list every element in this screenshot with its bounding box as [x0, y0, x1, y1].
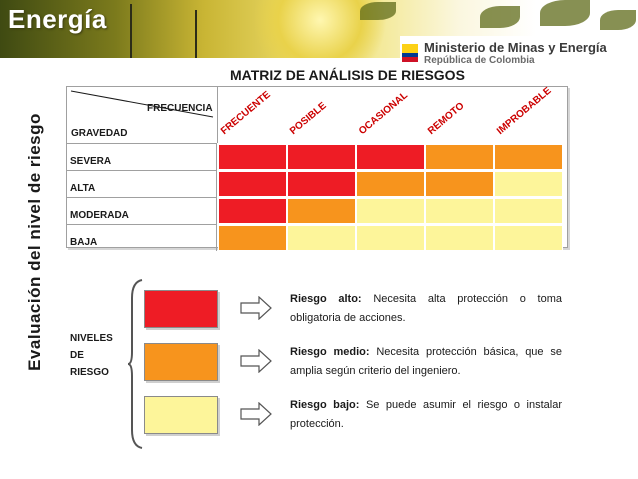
matrix-cell-medio — [287, 198, 356, 224]
row-header: MODERADA — [67, 197, 217, 224]
right-arrow-icon — [240, 296, 272, 320]
right-arrow-icon — [240, 349, 272, 373]
column-header: REMOTO — [425, 87, 494, 143]
row-header-label: BAJA — [70, 237, 98, 248]
side-title: Evaluación del nivel de riesgo — [25, 113, 44, 371]
legend-text: Necesita alta protección o toma obligato… — [290, 293, 563, 324]
column-header-label: FRECUENTE — [218, 89, 273, 137]
matrix-corner-header: FRECUENCIA GRAVEDAD — [67, 87, 218, 143]
column-header: OCASIONAL — [356, 87, 425, 143]
leaf-graphic — [480, 6, 520, 28]
gravity-label: GRAVEDAD — [71, 128, 128, 139]
risk-levels-label-line: RIESGO — [70, 367, 109, 378]
legend-title: Riesgo alto: — [290, 293, 362, 305]
power-pylon-graphic — [130, 4, 132, 58]
matrix-cell-alto — [287, 171, 356, 197]
matrix-cell-alto — [218, 198, 287, 224]
legend-swatch-medio — [144, 343, 218, 381]
header-banner — [0, 0, 638, 58]
power-pylon-graphic — [195, 10, 197, 58]
matrix-cell-alto — [356, 144, 425, 170]
legend-description: Riesgo medio: Necesita protección básica… — [290, 343, 562, 381]
ministry-name: Ministerio de Minas y Energía — [424, 40, 607, 55]
row-header-label: ALTA — [70, 183, 96, 194]
row-header-label: MODERADA — [70, 210, 129, 221]
leaf-graphic — [360, 2, 396, 20]
matrix-cell-bajo — [356, 225, 425, 251]
matrix-cell-bajo — [494, 171, 563, 197]
matrix-cell-bajo — [287, 225, 356, 251]
matrix-cell-bajo — [494, 225, 563, 251]
row-header: BAJA — [67, 224, 217, 251]
right-arrow-icon — [240, 402, 272, 426]
legend-title: Riesgo medio: — [290, 346, 370, 358]
diagonal-divider — [70, 90, 214, 118]
matrix-cell-medio — [425, 144, 494, 170]
matrix-cell-bajo — [356, 198, 425, 224]
legend-title: Riesgo bajo: — [290, 399, 360, 411]
legend-description: Riesgo bajo: Se puede asumir el riesgo o… — [290, 396, 562, 434]
colombia-flag-icon — [402, 44, 418, 62]
column-header-label: REMOTO — [425, 100, 467, 137]
matrix-cell-alto — [218, 144, 287, 170]
row-header-label: SEVERA — [70, 156, 112, 167]
matrix-cell-bajo — [494, 198, 563, 224]
matrix-cell-bajo — [425, 198, 494, 224]
risk-levels-label: NIVELES DE RIESGO — [70, 330, 113, 381]
matrix-cell-medio — [218, 225, 287, 251]
brand-title: Energía — [8, 4, 107, 34]
risk-levels-label-line: NIVELES — [70, 333, 113, 344]
legend-text: Necesita protección básica, que se ampli… — [290, 346, 562, 377]
column-header-label: IMPROBABLE — [494, 85, 554, 137]
risk-levels-label-line: DE — [70, 350, 84, 361]
column-header-label: OCASIONAL — [356, 90, 410, 137]
frequency-label: FRECUENCIA — [147, 103, 213, 114]
matrix-cell-bajo — [425, 225, 494, 251]
legend-text: Se puede asumir el riesgo o instalar pro… — [290, 399, 562, 430]
column-header: FRECUENTE — [218, 87, 287, 143]
column-header-label: POSIBLE — [287, 100, 329, 137]
left-brace — [128, 279, 143, 449]
legend-description: Riesgo alto: Necesita alta protección o … — [290, 290, 562, 328]
risk-matrix: FRECUENCIA GRAVEDAD FRECUENTE POSIBLE OCAS… — [66, 85, 568, 251]
legend-swatch-bajo — [144, 396, 218, 434]
matrix-cell-medio — [425, 171, 494, 197]
column-header: IMPROBABLE — [494, 85, 563, 143]
leaf-graphic — [540, 0, 590, 26]
matrix-cell-medio — [356, 171, 425, 197]
matrix-cell-alto — [287, 144, 356, 170]
legend-swatch-alto — [144, 290, 218, 328]
column-header: POSIBLE — [287, 87, 356, 143]
row-header: SEVERA — [67, 143, 217, 170]
matrix-cell-medio — [494, 144, 563, 170]
matrix-title: MATRIZ DE ANÁLISIS DE RIESGOS — [230, 67, 465, 83]
row-header: ALTA — [67, 170, 217, 197]
leaf-graphic — [600, 10, 636, 30]
matrix-cell-alto — [218, 171, 287, 197]
ministry-panel — [400, 36, 638, 70]
ministry-country: República de Colombia — [424, 55, 535, 66]
